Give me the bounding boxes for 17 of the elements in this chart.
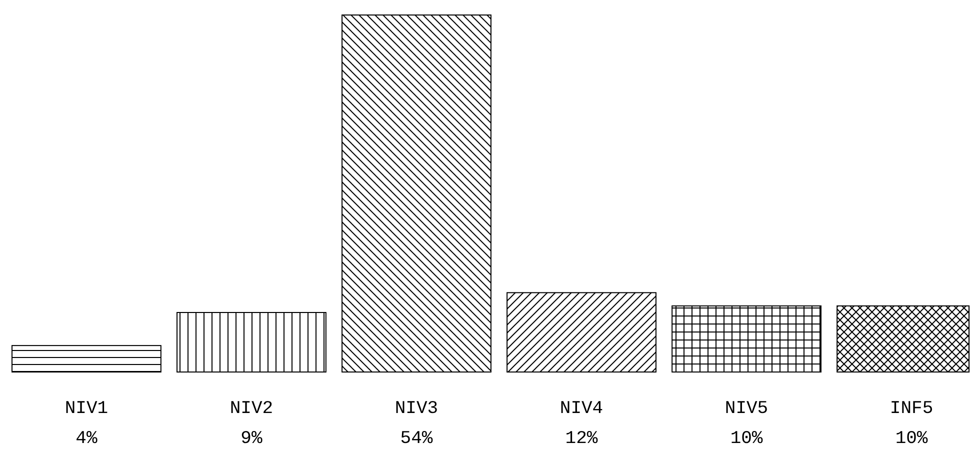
x-tick-label: NIV1 [64, 399, 108, 419]
x-tick-label: INF5 [890, 399, 934, 419]
data-label: 54% [400, 429, 433, 449]
data-label: 10% [895, 429, 928, 449]
x-tick-label: NIV5 [724, 399, 768, 419]
bar [176, 312, 326, 372]
data-label: 12% [565, 429, 598, 449]
bar [506, 292, 656, 372]
bar [342, 14, 492, 372]
data-label: 4% [76, 429, 98, 449]
data-label: 10% [730, 429, 763, 449]
data-label: 9% [240, 429, 262, 449]
x-tick-label: NIV4 [560, 399, 604, 419]
x-tick-label: NIV2 [230, 399, 274, 419]
bar [672, 305, 822, 372]
x-tick-label: NIV3 [394, 399, 438, 419]
bar [12, 345, 162, 372]
